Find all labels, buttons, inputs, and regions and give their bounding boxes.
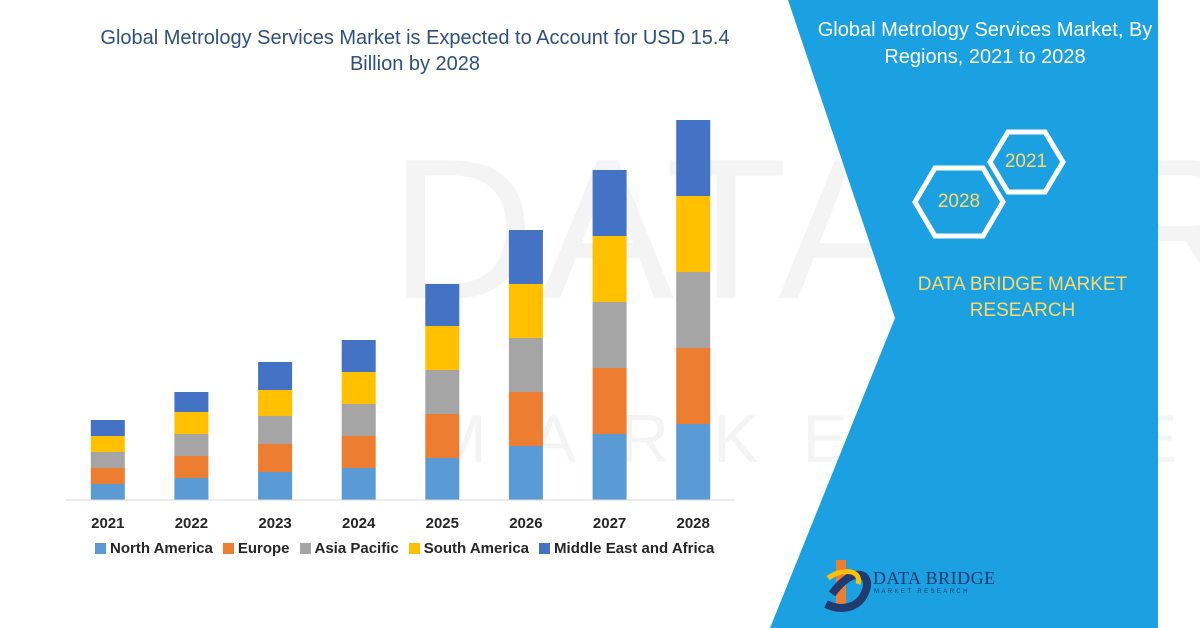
- bar-segment-2027-north-america: [592, 434, 627, 500]
- legend-item: Middle East and Africa: [539, 540, 714, 557]
- legend: North America Europe Asia Pacific South Ame…: [95, 538, 714, 558]
- bar-group: [90, 120, 711, 500]
- legend-swatch: [222, 542, 234, 554]
- bar-segment-2028-europe: [676, 348, 711, 424]
- bar-segment-2026-south-america: [508, 284, 543, 338]
- bar-segment-2024-north-america: [341, 468, 376, 500]
- bar-segment-2022-south-america: [174, 412, 209, 434]
- bar-segment-2022-middle-east-and-africa: [174, 392, 209, 412]
- legend-item: Asia Pacific: [299, 539, 399, 557]
- x-tick-label-2025: 2025: [425, 515, 459, 532]
- bar-segment-2023-north-america: [258, 472, 293, 500]
- x-tick-label-2026: 2026: [509, 515, 543, 532]
- legend-swatch: [299, 542, 311, 554]
- bar-segment-2025-south-america: [425, 326, 460, 370]
- x-tick-label-2027: 2027: [592, 515, 627, 532]
- bar-segment-2027-south-america: [592, 236, 627, 302]
- bar-segment-2027-europe: [592, 368, 627, 434]
- bar-segment-2028-middle-east-and-africa: [676, 120, 711, 196]
- bar-segment-2021-europe: [90, 468, 125, 484]
- bar-segment-2023-asia-pacific: [258, 416, 293, 444]
- bar-segment-2025-north-america: [425, 458, 460, 500]
- bar-segment-2021-asia-pacific: [90, 452, 125, 468]
- bar-segment-2025-middle-east-and-africa: [425, 284, 460, 326]
- legend-item: South America: [408, 539, 530, 557]
- bar-segment-2024-middle-east-and-africa: [341, 340, 376, 372]
- bar-segment-2023-middle-east-and-africa: [258, 362, 293, 390]
- bar-segment-2024-south-america: [341, 372, 376, 404]
- bar-segment-2026-middle-east-and-africa: [508, 230, 543, 284]
- bar-segment-2028-north-america: [676, 424, 711, 500]
- legend-label: Asia Pacific: [314, 539, 399, 557]
- bar-segment-2027-middle-east-and-africa: [592, 170, 627, 236]
- legend-swatch: [539, 542, 551, 554]
- bar-segment-2021-middle-east-and-africa: [90, 420, 125, 436]
- legend-label: Middle East and Africa: [554, 539, 715, 557]
- bar-segment-2025-asia-pacific: [425, 370, 460, 414]
- bar-segment-2025-europe: [425, 414, 460, 458]
- x-tick-label-2023: 2023: [258, 515, 292, 532]
- bar-segment-2021-south-america: [90, 436, 125, 452]
- x-tick-label-2024: 2024: [342, 515, 376, 532]
- legend-item: North America: [95, 540, 213, 557]
- bar-segment-2023-south-america: [258, 390, 293, 416]
- bar-segment-2021-north-america: [90, 484, 125, 500]
- bar-segment-2028-south-america: [676, 196, 711, 272]
- legend-swatch: [95, 542, 106, 554]
- bar-segment-2027-asia-pacific: [592, 302, 627, 368]
- legend-label: North America: [110, 539, 213, 557]
- legend-label: Europe: [237, 539, 290, 557]
- x-tick-label-2028: 2028: [676, 515, 710, 532]
- bar-segment-2026-europe: [508, 392, 543, 446]
- x-tick-label-2021: 2021: [91, 515, 125, 532]
- bar-segment-2023-europe: [258, 444, 293, 472]
- bar-segment-2024-asia-pacific: [341, 404, 376, 436]
- bar-segment-2028-asia-pacific: [676, 272, 711, 348]
- x-tick-label-2022: 2022: [174, 515, 209, 532]
- bar-segment-2026-north-america: [508, 446, 543, 500]
- legend-swatch: [408, 542, 420, 554]
- bar-segment-2022-europe: [174, 456, 209, 478]
- bar-segment-2026-asia-pacific: [508, 338, 543, 392]
- legend-label: South America: [423, 539, 530, 557]
- bar-segment-2022-north-america: [174, 478, 209, 500]
- chart-title: Global Metrology Services Market is Expe…: [100, 27, 730, 75]
- bar-segment-2022-asia-pacific: [174, 434, 209, 456]
- bar-segment-2024-europe: [341, 436, 376, 468]
- legend-item: Europe: [222, 539, 290, 557]
